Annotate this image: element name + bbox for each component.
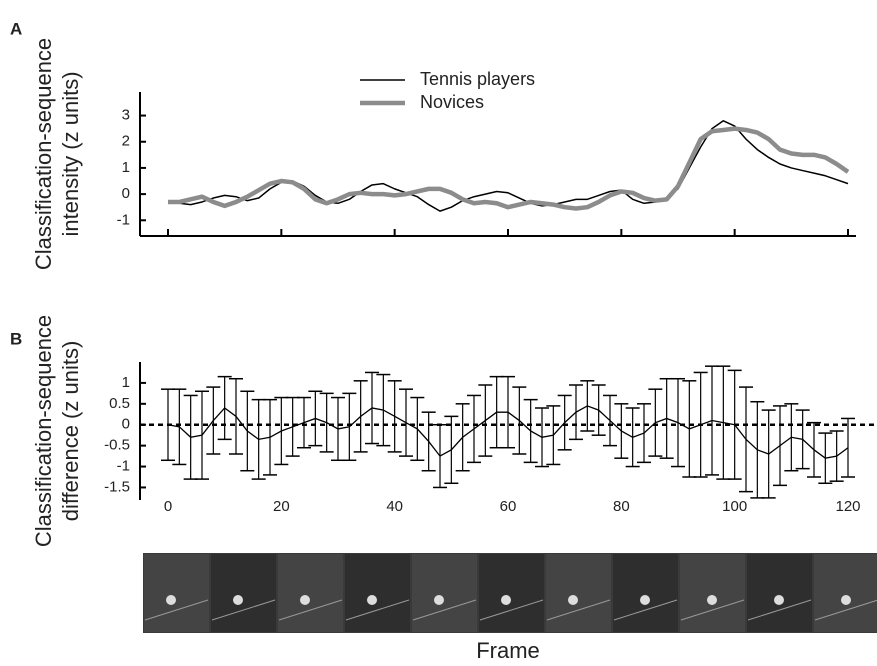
x-tick-label: 100: [722, 498, 747, 515]
x-tick-label: 120: [835, 498, 860, 515]
series-line: [167, 120, 849, 212]
x-tick-label: 40: [386, 498, 403, 515]
y-tick-label: 1: [122, 159, 130, 176]
court-line: [814, 599, 877, 621]
court-line: [211, 599, 276, 621]
y-axis-label: Classification-sequence: [31, 38, 56, 270]
court-line: [412, 599, 477, 621]
video-frame: [613, 554, 678, 632]
video-frame: [680, 554, 745, 632]
court-line: [680, 599, 745, 621]
player: [640, 595, 650, 605]
y-tick-label: 1: [122, 374, 130, 391]
court-line: [278, 599, 343, 621]
y-tick-label: -1.5: [104, 478, 130, 495]
y-axis-label: intensity (z units): [58, 71, 83, 236]
x-axis-label: Frame: [476, 638, 540, 663]
video-frame: [479, 554, 544, 632]
video-frame: [144, 554, 209, 632]
y-tick-label: 0: [122, 416, 130, 433]
court-line: [546, 599, 611, 621]
player: [841, 595, 851, 605]
video-frame: [546, 554, 611, 632]
y-tick-label: 0.5: [109, 395, 130, 412]
legend-label: Tennis players: [420, 69, 535, 89]
y-tick-label: -0.5: [104, 437, 130, 454]
x-tick-label: 20: [273, 498, 290, 515]
player: [233, 595, 243, 605]
panel-label: B: [10, 329, 22, 348]
legend-label: Novices: [420, 92, 484, 112]
y-tick-label: 2: [122, 133, 130, 150]
video-frame: [278, 554, 343, 632]
player: [568, 595, 578, 605]
video-frame: [747, 554, 812, 632]
x-tick-label: 60: [500, 498, 517, 515]
court-line: [144, 599, 209, 621]
player: [300, 595, 310, 605]
player: [434, 595, 444, 605]
court-line: [479, 599, 544, 621]
player: [774, 595, 784, 605]
player: [166, 595, 176, 605]
court-line: [747, 599, 812, 621]
video-frame: [211, 554, 276, 632]
court-line: [613, 599, 678, 621]
court-line: [345, 599, 410, 621]
y-axis-label: Classification-sequence: [31, 315, 56, 547]
y-tick-label: -1: [117, 211, 130, 228]
y-tick-label: 3: [122, 107, 130, 124]
y-tick-label: -1: [117, 458, 130, 475]
x-tick-label: 0: [164, 498, 172, 515]
video-frame: [412, 554, 477, 632]
player: [707, 595, 717, 605]
mean-line: [167, 405, 849, 459]
x-tick-label: 80: [613, 498, 630, 515]
video-frame: [814, 554, 877, 632]
panel-label: A: [10, 19, 22, 38]
y-axis-label: difference (z units): [58, 341, 83, 522]
player: [367, 595, 377, 605]
video-frame: [345, 554, 410, 632]
y-tick-label: 0: [122, 185, 130, 202]
series-line: [168, 126, 850, 211]
player: [501, 595, 511, 605]
